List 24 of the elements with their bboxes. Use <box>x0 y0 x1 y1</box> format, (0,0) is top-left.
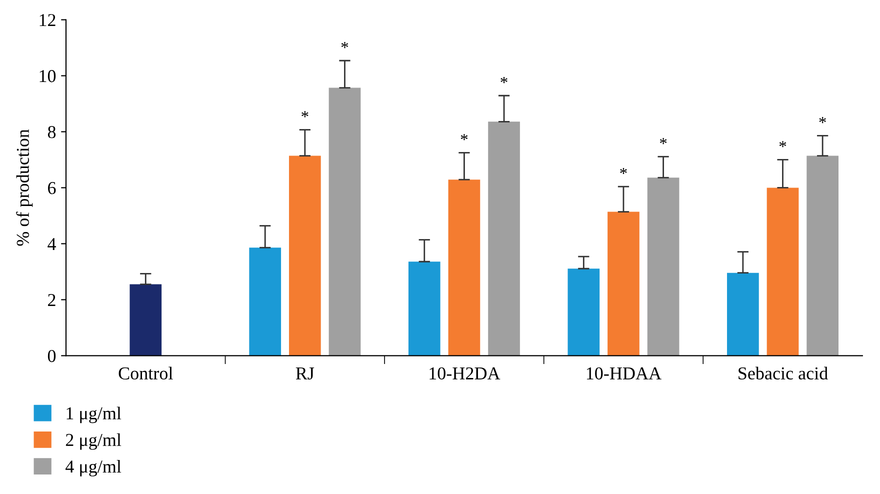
y-tick-label: 4 <box>48 238 56 250</box>
legend-label: 4 μg/ml <box>66 460 122 476</box>
data-label: * <box>620 168 627 174</box>
y-tick-label: 2 <box>48 294 56 306</box>
data-label: * <box>500 76 508 84</box>
data-label: * <box>341 42 348 48</box>
legend-label: 1 μg/ml <box>66 406 122 424</box>
x-tick-label: 10-H2DA <box>430 367 500 380</box>
y-axis-title: % of production <box>16 129 33 246</box>
legend-label: 2 μg/ml <box>66 433 122 450</box>
y-tick-label: 8 <box>48 126 56 138</box>
x-tick-label: Control <box>118 366 173 380</box>
x-tick-label: RJ <box>296 367 314 380</box>
x-tick-label: 10-HDAA <box>586 367 662 380</box>
data-label: * <box>302 111 308 118</box>
data-label: * <box>819 116 826 124</box>
x-tick-label: Sebacic acid <box>738 366 828 380</box>
y-tick-label: 10 <box>40 70 56 82</box>
y-tick-label: 0 <box>48 350 56 362</box>
data-label: * <box>779 141 786 148</box>
y-tick-label: 6 <box>48 182 56 194</box>
data-label: * <box>460 134 468 140</box>
data-label: * <box>660 138 667 144</box>
y-tick-label: 12 <box>40 14 56 26</box>
